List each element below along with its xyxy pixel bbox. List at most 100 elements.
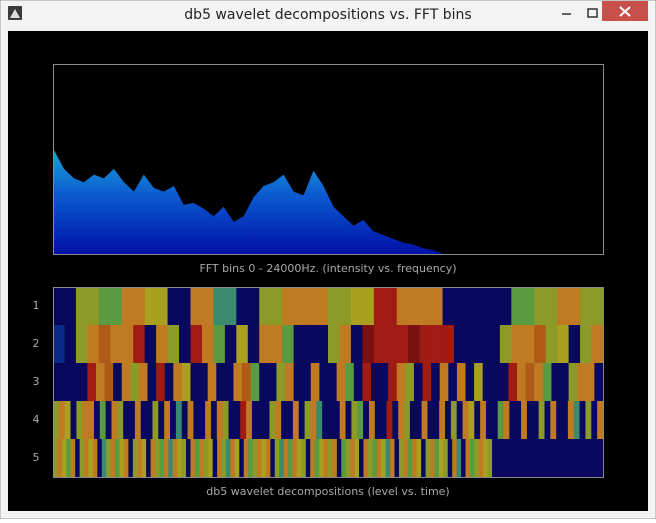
wavelet-cell [88,439,94,477]
wavelet-cell [193,401,200,439]
wavelet-cell [509,439,515,477]
wavelet-cell [236,287,260,325]
wavelet-cell [87,363,97,401]
wavelet-cell [282,325,294,363]
wavelet-cell [443,439,449,477]
wavelet-cell [293,363,303,401]
wavelet-cell [491,401,498,439]
wavelet-cell [316,325,329,363]
wavelet-cell [82,401,89,439]
wavelet-cell [362,325,375,363]
wavelet-cell [488,325,501,363]
wavelet-cell [594,439,599,477]
wavelet-cell [545,439,551,477]
wavelet-cell [97,439,103,477]
wavelet-cell [497,401,504,439]
wavelet-cell [450,401,458,439]
wavelet-cell [70,401,77,439]
wavelet-cell [379,363,389,401]
wavelet-cell [580,325,592,363]
wavelet-cell [544,401,551,439]
wavelet-cell [319,439,324,477]
wavelet-cell [146,401,153,439]
wavelet-cell [421,401,428,439]
wavelet-cell [523,439,528,477]
wavelet-cell [287,401,294,439]
wavelet-cell [585,439,590,477]
wavelet-cell [123,439,129,477]
wavelet-cell [372,439,378,477]
wavelet-cell [310,401,317,439]
maximize-button[interactable] [587,8,598,18]
wavelet-cell [341,439,347,477]
wavelet-cell [517,363,526,401]
wavelet-cell [461,439,466,477]
wavelet-cell [557,325,569,363]
wavelet-cell [155,439,160,477]
wavelet-cell [447,439,453,477]
wavelet-cell [319,363,329,401]
wavelet-cell [351,401,358,439]
wavelet-cell [373,325,386,363]
wavelet-cell [210,401,218,439]
wavelet-cell [199,401,206,439]
wavelet-cell [263,401,270,439]
wavelet-cell [558,439,564,477]
wavelet-cell [247,325,260,363]
wavelet-cell [462,401,469,439]
wavelet-cell [556,401,563,439]
wavelet-cell [328,401,335,439]
wavelet-cell [296,439,302,477]
wavelet-cell [404,401,411,439]
wavelet-cell [129,401,136,439]
wavelet-cell [61,439,67,477]
wavelet-cell [201,325,214,363]
wavelet-cell [239,439,245,477]
wavelet-cell [113,363,123,401]
wavelet-cell [419,287,443,325]
wavelet-cell [409,401,417,439]
close-button[interactable] [602,1,648,21]
wavelet-cell [367,439,373,477]
wavelet-cell [164,401,171,439]
wavelet-cell [350,439,355,477]
wavelet-cell [549,439,555,477]
wavelet-cell [373,287,398,325]
wavelet-cell [64,401,71,439]
wavelet-cell [304,401,311,439]
spectrum-area [54,150,603,254]
wavelet-cell [359,439,364,477]
wavelet-cell [110,439,116,477]
wavelet-cell [407,439,413,477]
wavelet-cell [293,325,306,363]
wavelet-cell [173,363,183,401]
wavelet-cell [452,439,457,477]
wavelet-cell [152,401,159,439]
wavelet-cell [492,439,497,477]
wavelet-cell [345,439,351,477]
wavelet-cell [248,439,253,477]
wavelet-cell [222,401,229,439]
wavelet-cell [353,363,363,401]
wavelet-cell [159,439,165,477]
wavelet-cell [339,401,346,439]
wavelet-cell [121,363,131,401]
wavelet-cell [213,325,226,363]
wavelet-cell [199,439,205,477]
wavelet-cell [560,363,569,401]
wavelet-cell [433,401,440,439]
wavelet-cell [536,439,542,477]
wavelet-cell [474,363,483,401]
wavelet-cell [381,439,386,477]
wavelet-cell [468,401,475,439]
wavelet-cell [111,401,118,439]
wavelet-cell [456,363,466,401]
wavelet-cell [279,439,284,477]
wavelet-cell [179,325,191,363]
wavelet-cell [79,439,85,477]
wavelet-cell [363,439,369,477]
wavelet-cell [224,363,234,401]
wavelet-cell [580,439,586,477]
wavelet-cell [456,401,463,439]
